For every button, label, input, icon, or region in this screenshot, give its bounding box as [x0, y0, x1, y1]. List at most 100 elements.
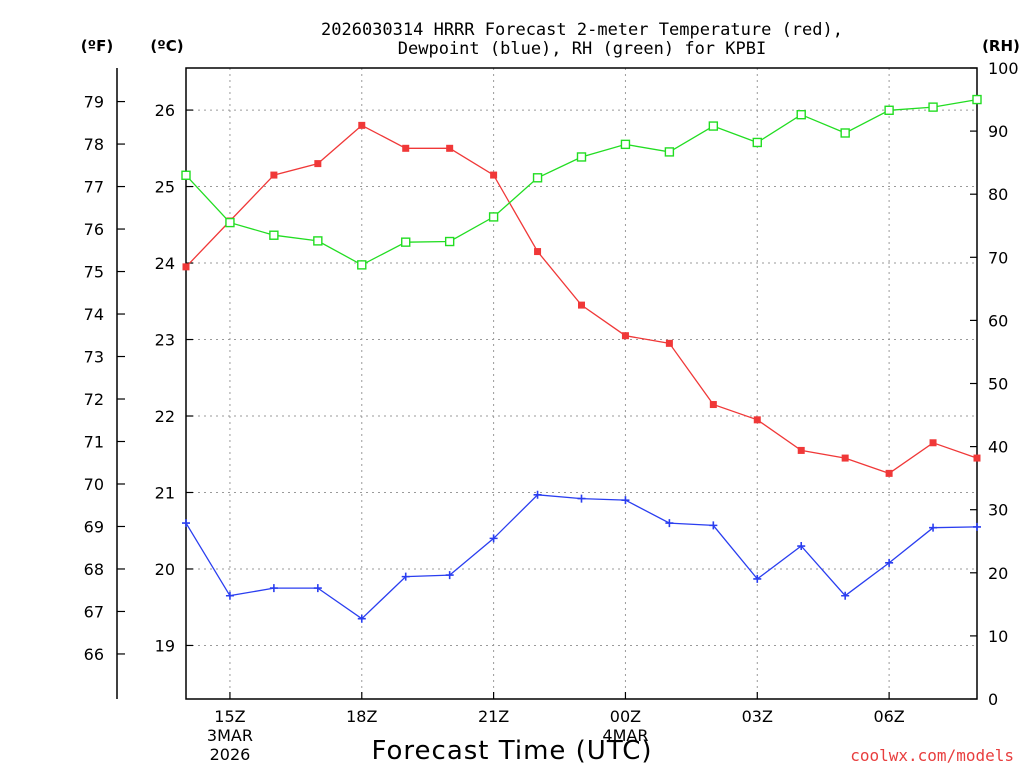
- rh-tick-label: 60: [988, 311, 1008, 330]
- dewpoint-data-point: [489, 534, 498, 543]
- fahrenheit-tick-label: 78: [84, 135, 104, 154]
- temperature-data-point: [446, 144, 454, 152]
- fahrenheit-tick-label: 79: [84, 93, 104, 112]
- dewpoint-data-point: [753, 574, 762, 583]
- temperature-data-point: [841, 454, 849, 462]
- series-layer: [181, 94, 982, 623]
- celsius-unit-label: (ºC): [150, 37, 183, 55]
- rh-tick-label: 70: [988, 248, 1008, 267]
- rh-series-line: [185, 98, 978, 266]
- rh-data-point: [181, 170, 191, 180]
- fahrenheit-tick-label: 69: [84, 517, 104, 536]
- chart-title-line2: Dewpoint (blue), RH (green) for KPBI: [398, 39, 766, 59]
- celsius-tick-label: 20: [155, 560, 175, 579]
- temperature-data-point: [885, 469, 893, 477]
- celsius-tick-label: 19: [155, 636, 175, 655]
- rh-data-point: [796, 109, 806, 120]
- rh-data-point: [664, 147, 675, 157]
- celsius-tick-label: 22: [155, 407, 175, 426]
- x-tick-label: 21Z: [478, 707, 509, 726]
- rh-data-point: [444, 236, 455, 247]
- fahrenheit-tick-label: 76: [84, 220, 104, 239]
- rh-data-point: [357, 260, 367, 270]
- dewpoint-data-point: [797, 542, 806, 551]
- rh-tick-label: 10: [988, 627, 1008, 646]
- chart-title-line1: 2026030314 HRRR Forecast 2-meter Tempera…: [321, 20, 843, 40]
- temperature-data-point: [490, 171, 498, 179]
- fahrenheit-tick-label: 75: [84, 263, 104, 282]
- rh-data-point: [708, 121, 719, 131]
- rh-data-point: [269, 230, 279, 240]
- dewpoint-data-point: [841, 591, 850, 600]
- celsius-tick-label: 21: [155, 483, 175, 502]
- rh-data-point: [576, 152, 587, 162]
- dewpoint-data-point: [269, 584, 278, 593]
- temperature-data-point: [578, 301, 585, 309]
- rh-tick-label: 100: [988, 59, 1019, 78]
- x-tick-year-label: 2026: [210, 745, 251, 764]
- dewpoint-data-point: [665, 519, 674, 528]
- x-axis-title: Forecast Time (UTC): [371, 736, 652, 766]
- dewpoint-data-point: [401, 572, 410, 581]
- dewpoint-data-point: [445, 571, 454, 580]
- fahrenheit-tick-label: 73: [84, 348, 104, 367]
- celsius-tick-label: 23: [155, 331, 175, 350]
- celsius-tick-label: 24: [155, 254, 175, 273]
- dewpoint-series-line: [185, 494, 978, 620]
- x-tick-label: 03Z: [742, 707, 773, 726]
- dewpoint-data-point: [533, 490, 542, 499]
- rh-data-point: [884, 105, 894, 115]
- rh-data-point: [225, 217, 235, 228]
- rh-tick-label: 0: [988, 690, 998, 709]
- dewpoint-data-point: [313, 584, 322, 593]
- temperature-data-point: [534, 248, 542, 256]
- fahrenheit-tick-label: 67: [84, 602, 104, 621]
- rh-data-point: [401, 237, 411, 247]
- celsius-tick-label: 26: [155, 101, 175, 120]
- rh-data-point: [928, 102, 938, 112]
- celsius-tick-label: 25: [155, 178, 175, 197]
- rh-tick-label: 20: [988, 564, 1008, 583]
- rh-tick-label: 40: [988, 438, 1008, 457]
- axes-layer: 66 67 68 69 70 71 72 73 74 75 76 77 78 79 19 20 21 22 23 24…: [84, 59, 1019, 764]
- rh-data-point: [532, 173, 543, 183]
- temperature-series-line: [185, 124, 978, 475]
- fahrenheit-tick-label: 66: [84, 645, 104, 664]
- rh-tick-label: 80: [988, 185, 1008, 204]
- fahrenheit-tick-label: 68: [84, 560, 104, 579]
- rh-data-point: [840, 128, 850, 138]
- temperature-data-point: [797, 446, 805, 454]
- dewpoint-data-point: [182, 519, 190, 528]
- fahrenheit-unit-label: (ºF): [81, 37, 113, 55]
- x-tick-label: 06Z: [873, 707, 904, 726]
- rh-data-point: [488, 212, 499, 222]
- x-tick-date-label: 3MAR: [207, 726, 253, 745]
- fahrenheit-tick-label: 74: [84, 305, 104, 324]
- x-tick-label: 00Z: [610, 707, 641, 726]
- temperature-data-point: [314, 160, 322, 168]
- rh-data-point: [972, 94, 982, 105]
- fahrenheit-tick-label: 72: [84, 390, 104, 409]
- fahrenheit-tick-label: 77: [84, 178, 104, 197]
- fahrenheit-tick-label: 71: [84, 433, 104, 452]
- dewpoint-data-point: [973, 522, 981, 531]
- credit-link[interactable]: coolwx.com/models: [850, 746, 1014, 765]
- rh-data-point: [620, 139, 631, 150]
- rh-tick-label: 50: [988, 375, 1008, 394]
- plot-frame: [185, 67, 978, 700]
- dewpoint-data-point: [225, 591, 234, 600]
- x-tick-label: 18Z: [346, 707, 377, 726]
- dewpoint-data-point: [885, 558, 894, 567]
- rh-tick-label: 30: [988, 501, 1008, 520]
- dewpoint-data-point: [929, 523, 938, 532]
- temperature-data-point: [665, 339, 673, 347]
- temperature-data-point: [402, 144, 410, 152]
- temperature-data-point: [182, 263, 190, 271]
- fahrenheit-tick-label: 70: [84, 475, 104, 494]
- temperature-data-point: [358, 121, 366, 129]
- temperature-data-point: [270, 171, 278, 179]
- dewpoint-data-point: [621, 496, 630, 505]
- temperature-data-point: [973, 454, 981, 462]
- dewpoint-data-point: [577, 494, 586, 503]
